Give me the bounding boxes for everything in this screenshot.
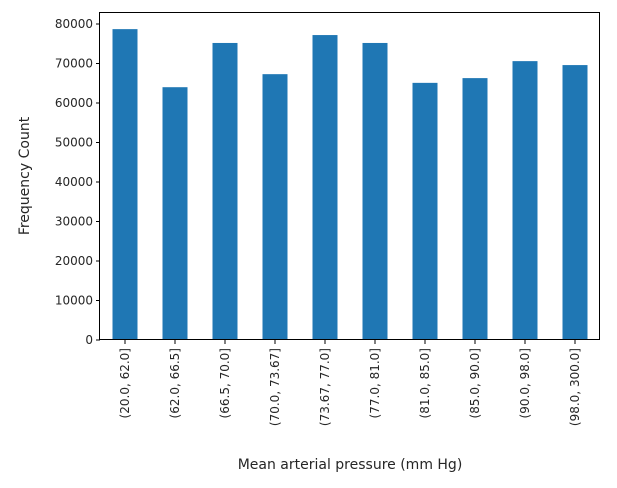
x-axis-label: Mean arterial pressure (mm Hg): [238, 457, 463, 473]
bar: [112, 29, 138, 340]
bar: [462, 78, 488, 341]
bar: [212, 42, 238, 341]
y-tick-label: 60000: [55, 96, 93, 110]
x-tick-label: (90.0, 98.0]: [518, 348, 532, 418]
x-tick-label: (73.67, 77.0]: [318, 348, 332, 426]
y-tick-label: 50000: [55, 136, 93, 150]
x-tick-label: (20.0, 62.0]: [118, 348, 132, 418]
bar: [362, 42, 388, 341]
y-tick-label: 80000: [55, 17, 93, 31]
x-tick-label: (81.0, 85.0]: [418, 348, 432, 418]
y-tick-label: 70000: [55, 57, 93, 71]
x-tick-label: (70.0, 73.67]: [268, 348, 282, 426]
x-tick-label: (98.0, 300.0]: [568, 348, 582, 426]
y-tick-label: 0: [85, 333, 93, 347]
bar: [562, 65, 588, 340]
bar: [512, 61, 538, 340]
bar: [312, 35, 338, 341]
bar: [162, 87, 188, 340]
y-axis-label: Frequency Count: [17, 116, 33, 235]
y-tick-label: 10000: [55, 294, 93, 308]
x-tick-label: (66.5, 70.0]: [218, 348, 232, 418]
y-tick-label: 40000: [55, 175, 93, 189]
y-tick-label: 30000: [55, 215, 93, 229]
plot-frame: [99, 12, 600, 340]
x-axis: (20.0, 62.0] (62.0, 66.5] (66.5, 70.0] (70.…: [118, 340, 582, 426]
y-axis: 0 10000 20000 30000 40000 50000 60000 70000 8000…: [55, 17, 100, 347]
bar: [412, 82, 438, 340]
bars-group: [112, 29, 588, 341]
bar: [262, 74, 288, 340]
x-tick-label: (85.0, 90.0]: [468, 348, 482, 418]
x-tick-label: (77.0, 81.0]: [368, 348, 382, 418]
x-tick-label: (62.0, 66.5]: [168, 348, 182, 418]
y-tick-label: 20000: [55, 254, 93, 268]
